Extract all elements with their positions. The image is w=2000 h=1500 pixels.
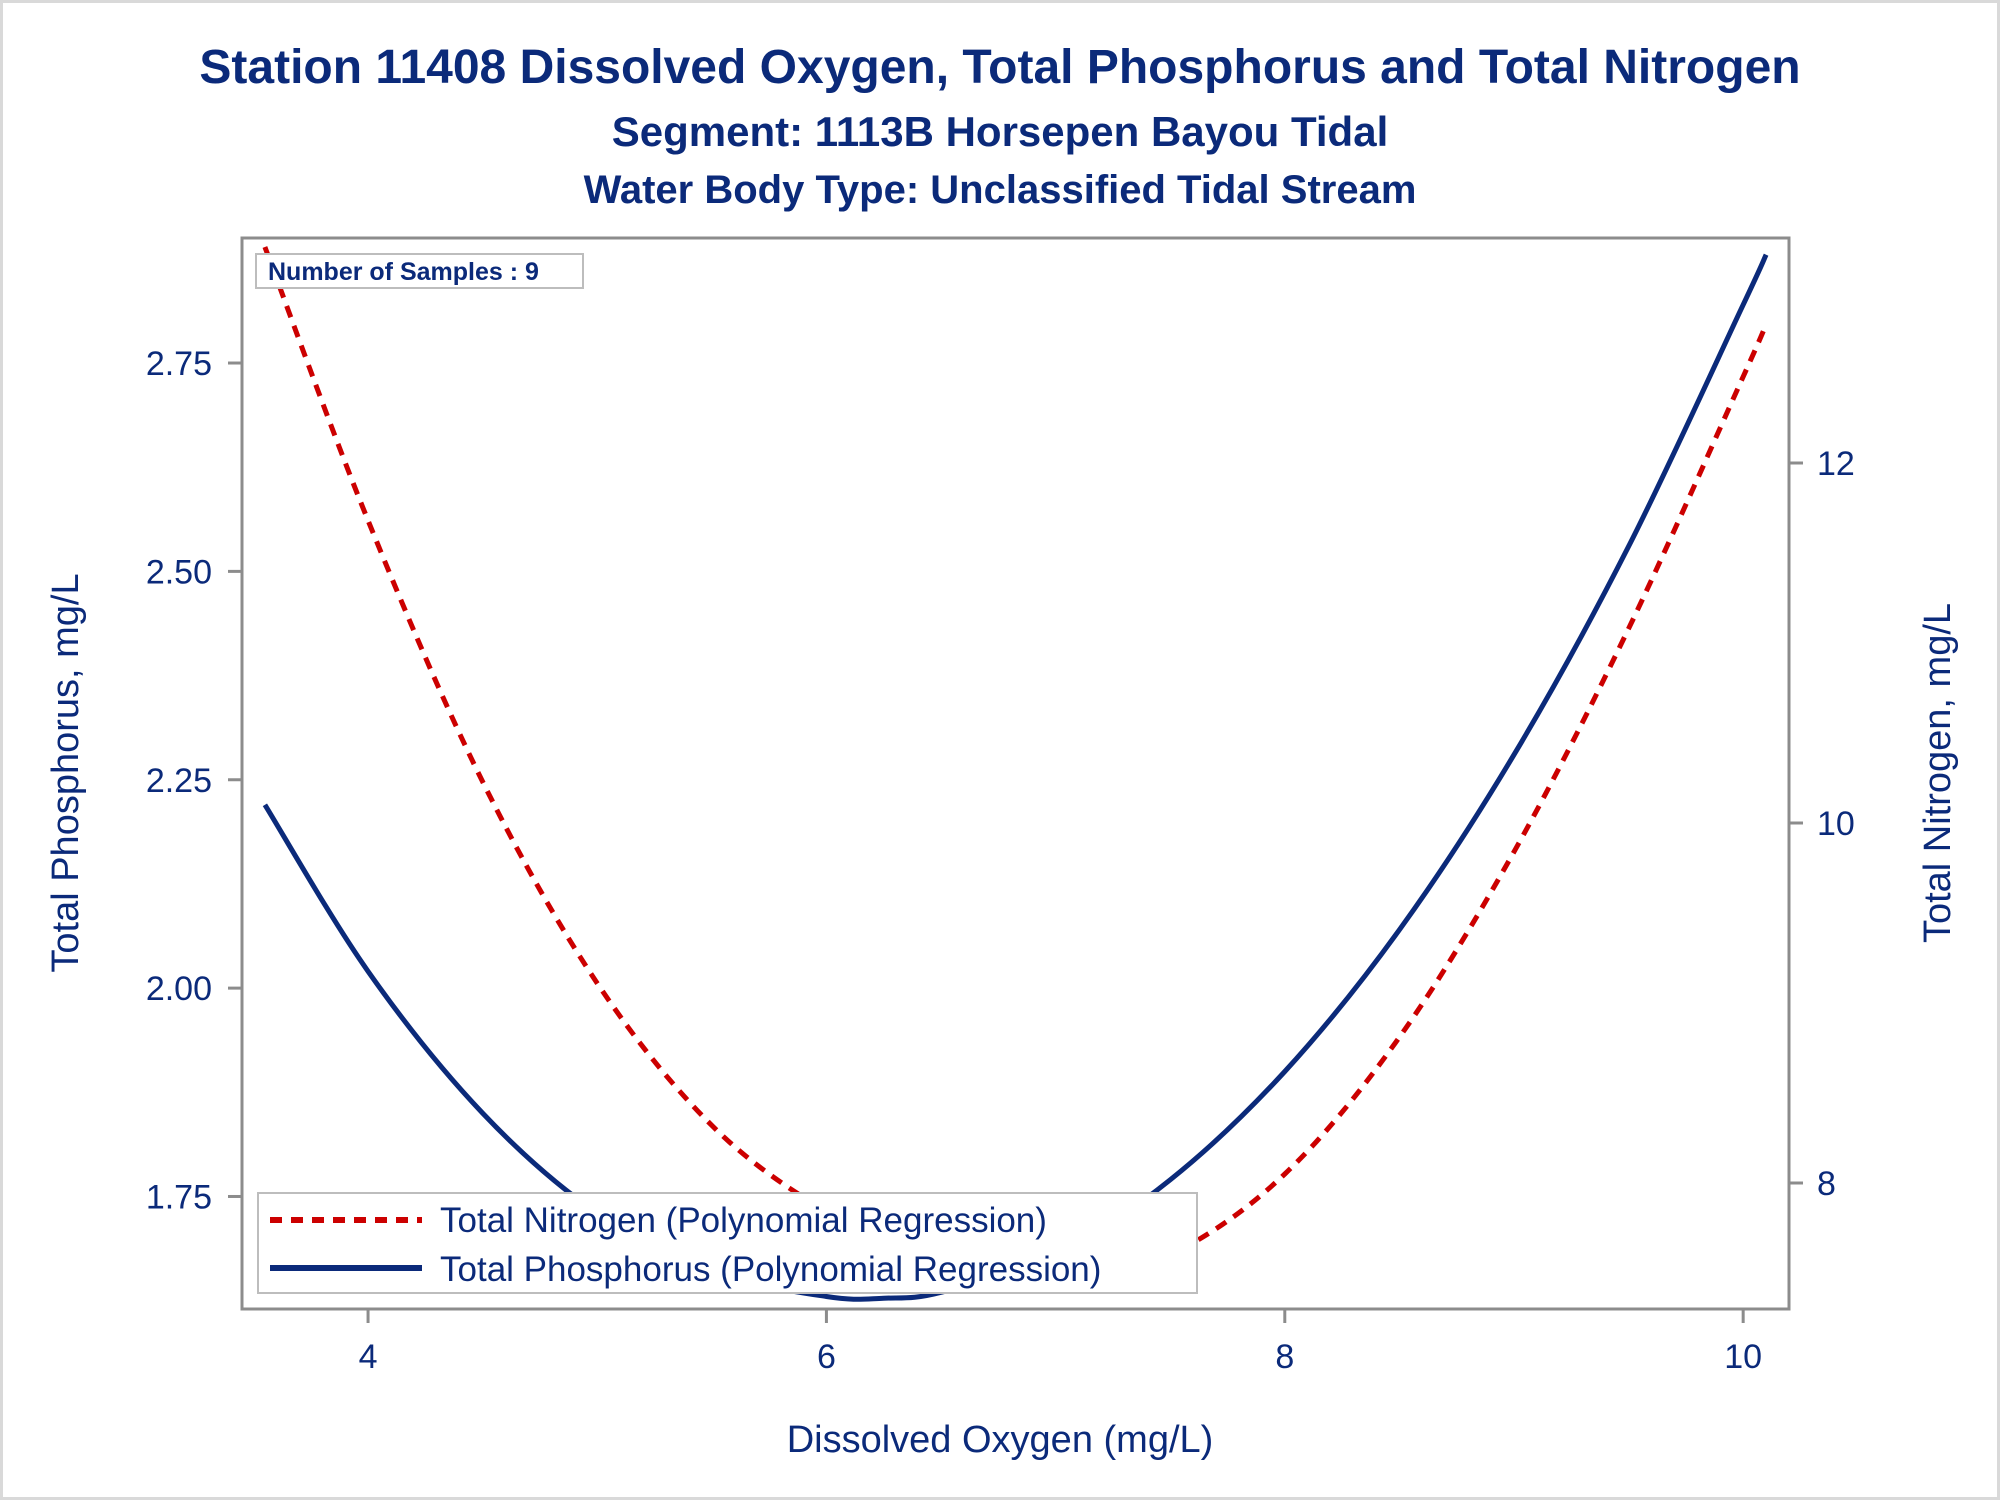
chart-subtitle-2: Water Body Type: Unclassified Tidal Stre…	[583, 168, 1417, 212]
legend-box	[257, 1192, 1198, 1294]
x-tick-label: 8	[1275, 1338, 1294, 1376]
chart-subtitle: Segment: 1113B Horsepen Bayou Tidal	[611, 108, 1389, 155]
legend: Total Nitrogen (Polynomial Regression) T…	[257, 1192, 1198, 1294]
chart-title: Station 11408 Dissolved Oxygen, Total Ph…	[199, 41, 1801, 94]
samples-label: Number of Samples : 9	[268, 258, 539, 286]
series-layer	[262, 246, 1769, 1302]
nitrogen-regression-line	[262, 246, 1769, 1291]
legend-phosphorus-label: Total Phosphorus (Polynomial Regression)	[440, 1250, 1101, 1289]
y-tick-label: 2.00	[146, 970, 212, 1008]
legend-nitrogen-label: Total Nitrogen (Polynomial Regression)	[440, 1201, 1047, 1240]
x-tick-label: 10	[1724, 1338, 1762, 1376]
y-tick-label: 2.50	[146, 553, 212, 591]
y-tick-label: 1.75	[146, 1178, 212, 1216]
x-tick-label: 6	[817, 1338, 836, 1376]
x-axis-label: Dissolved Oxygen (mg/L)	[787, 1419, 1214, 1461]
y2-tick-label: 8	[1817, 1165, 1836, 1203]
y2-axis-label: Total Nitrogen, mg/L	[1917, 603, 1959, 943]
samples-inset: Number of Samples : 9	[255, 253, 584, 289]
x-tick-label: 4	[359, 1338, 378, 1376]
y2-tick-label: 12	[1817, 445, 1855, 483]
axes: 4 6 8 10 1.75 2.00 2.25 2.50 2.75 8 10 12	[146, 345, 1855, 1376]
y-axis-label: Total Phosphorus, mg/L	[45, 573, 87, 972]
y2-tick-label: 10	[1817, 805, 1855, 843]
y-tick-label: 2.25	[146, 762, 212, 800]
plot-area	[240, 236, 1791, 1311]
y-tick-label: 2.75	[146, 345, 212, 383]
phosphorus-regression-line	[262, 253, 1769, 1302]
samples-inset-box	[255, 253, 584, 289]
